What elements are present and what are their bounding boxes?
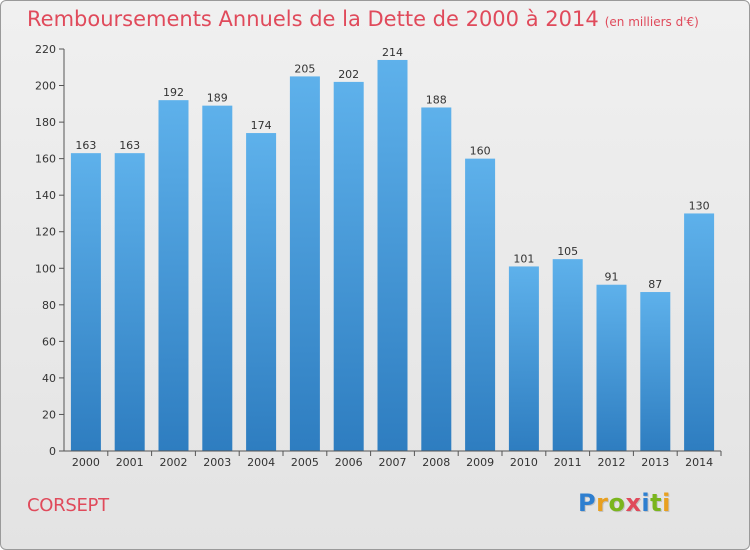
x-tick-label-2012: 2012: [598, 456, 626, 469]
chart-title: Remboursements Annuels de la Dette de 20…: [27, 7, 699, 31]
y-tick-label: 140: [35, 189, 56, 202]
y-tick-label: 40: [42, 372, 56, 385]
bar-2003: [202, 105, 233, 452]
x-tick-label-2006: 2006: [335, 456, 363, 469]
logo-letter: x: [625, 489, 642, 517]
x-tick-label-2002: 2002: [160, 456, 188, 469]
value-label-2012: 91: [605, 271, 619, 284]
bar-2010: [508, 266, 539, 451]
value-label-2010: 101: [513, 252, 534, 265]
value-label-2013: 87: [648, 278, 662, 291]
x-tick-label-2001: 2001: [116, 456, 144, 469]
bar-2004: [246, 133, 277, 451]
logo-letter: r: [596, 489, 609, 517]
bar-2007: [377, 59, 408, 452]
value-label-2014: 130: [689, 199, 710, 212]
value-label-2005: 205: [294, 62, 315, 75]
value-label-2002: 192: [163, 86, 184, 99]
bar-2013: [640, 292, 671, 451]
value-label-2008: 188: [426, 93, 447, 106]
x-tick-label-2011: 2011: [554, 456, 582, 469]
logo-letter: i: [641, 489, 651, 517]
bars-group: 163 163 192 189 174 205 202 214 188 160 101 105 91 87…: [70, 46, 715, 452]
x-tick-label-2004: 2004: [247, 456, 275, 469]
bar-2000: [70, 153, 101, 451]
value-label-2009: 160: [470, 145, 491, 158]
bar-2014: [684, 213, 715, 451]
chart-title-text: Remboursements Annuels de la Dette de 20…: [27, 7, 599, 31]
y-tick-label: 0: [49, 445, 56, 458]
bar-2008: [421, 107, 452, 452]
bar-2006: [333, 81, 364, 452]
y-tick-label: 220: [35, 43, 56, 56]
x-tick-label-2013: 2013: [641, 456, 669, 469]
x-tick-label-2000: 2000: [72, 456, 100, 469]
value-label-2011: 105: [557, 245, 578, 258]
x-tick-label-2007: 2007: [379, 456, 407, 469]
commune-name: CORSEPT: [27, 495, 109, 516]
bar-2009: [465, 158, 496, 452]
x-ticks-group: 2000 2001 2002 2003 2004 2005 2006 2007 2008 2009…: [72, 451, 722, 469]
bar-2011: [552, 259, 583, 451]
y-tick-label: 200: [35, 80, 56, 93]
proxiti-logo: Proxiti: [578, 489, 671, 517]
x-tick-label-2009: 2009: [466, 456, 494, 469]
x-tick-label-2010: 2010: [510, 456, 538, 469]
value-label-2001: 163: [119, 139, 140, 152]
y-tick-label: 20: [42, 408, 56, 421]
y-tick-label: 80: [42, 299, 56, 312]
value-label-2006: 202: [338, 68, 359, 81]
y-tick-label: 180: [35, 116, 56, 129]
value-label-2000: 163: [75, 139, 96, 152]
logo-letter: t: [650, 489, 663, 517]
bar-2002: [158, 100, 189, 451]
y-ticks-group: 0 20 40 60 80 100 120 140 160 180 200 220: [35, 43, 64, 458]
chart-unit: (en milliers d'€): [604, 15, 699, 29]
y-tick-label: 100: [35, 262, 56, 275]
logo-letter: o: [608, 489, 626, 517]
bar-2012: [596, 284, 627, 451]
bar-2001: [114, 153, 145, 451]
value-label-2003: 189: [207, 92, 228, 105]
logo-letter: i: [662, 489, 671, 517]
x-tick-label-2008: 2008: [422, 456, 450, 469]
value-label-2004: 174: [251, 119, 272, 132]
logo-letter: P: [578, 489, 597, 517]
y-tick-label: 120: [35, 226, 56, 239]
y-tick-label: 160: [35, 153, 56, 166]
x-tick-label-2005: 2005: [291, 456, 319, 469]
x-tick-label-2003: 2003: [203, 456, 231, 469]
x-tick-label-2014: 2014: [685, 456, 713, 469]
y-tick-label: 60: [42, 335, 56, 348]
bar-2005: [289, 76, 320, 451]
value-label-2007: 214: [382, 46, 403, 59]
